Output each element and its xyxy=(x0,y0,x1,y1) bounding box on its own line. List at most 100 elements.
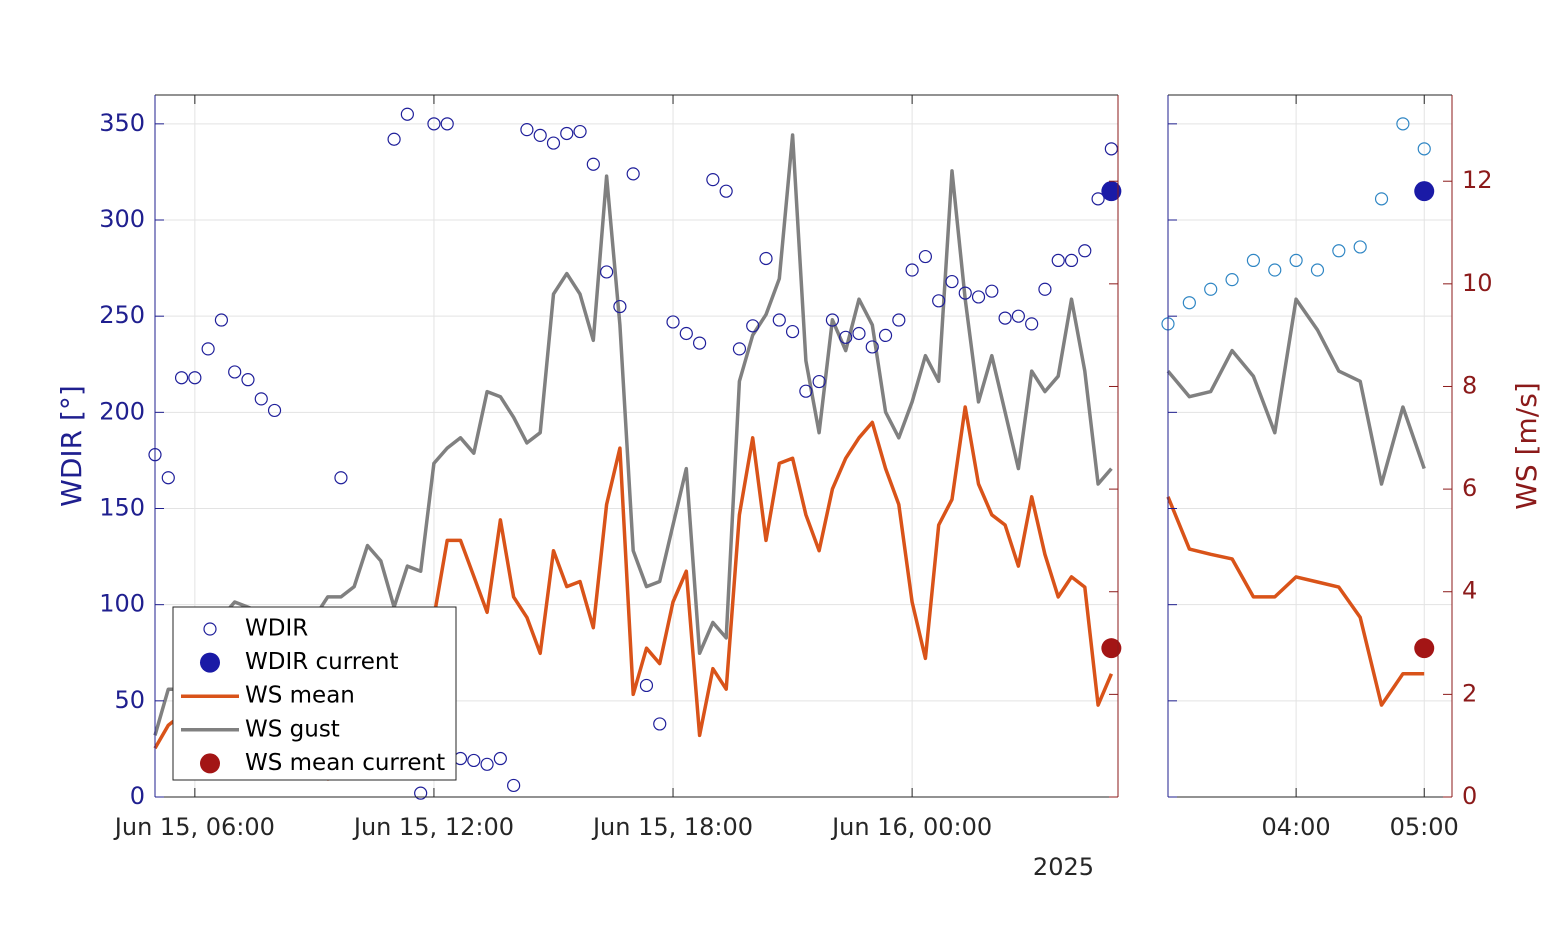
x-tick-label: Jun 15, 12:00 xyxy=(352,813,514,841)
y-tick-label: 100 xyxy=(99,590,145,618)
y-tick-label: 50 xyxy=(114,686,145,714)
scatter-point xyxy=(228,365,242,379)
scatter-point xyxy=(746,319,760,333)
scatter-point xyxy=(772,313,786,327)
scatter-point xyxy=(1374,192,1389,206)
scatter-point xyxy=(958,286,972,300)
x-tick-label: Jun 15, 18:00 xyxy=(591,813,753,841)
scatter-point xyxy=(546,136,561,150)
scatter-point xyxy=(865,340,879,354)
scatter-point xyxy=(653,717,667,731)
scatter-point xyxy=(573,124,587,139)
x-tick-label: Jun 15, 06:00 xyxy=(113,813,275,841)
scatter-point xyxy=(1417,142,1431,156)
legend-label: WDIR current xyxy=(245,649,399,675)
scatter-point xyxy=(533,128,547,142)
y-tick-label: 250 xyxy=(99,301,145,329)
scatter-point xyxy=(387,132,401,146)
scatter-point xyxy=(267,403,282,418)
scatter-point xyxy=(560,126,574,141)
scatter-point xyxy=(892,313,906,327)
scatter-point xyxy=(440,117,454,131)
scatter-point xyxy=(241,373,255,387)
scatter-point xyxy=(1225,273,1239,287)
scatter-point xyxy=(839,330,853,344)
y-tick-label: 0 xyxy=(130,782,145,810)
scatter-point xyxy=(201,342,215,356)
scatter-point xyxy=(852,326,866,341)
scatter-point xyxy=(1204,282,1218,296)
y-tick-label: 350 xyxy=(99,109,145,137)
x-tick-label: Jun 16, 00:00 xyxy=(830,813,992,841)
scatter-point xyxy=(334,471,348,485)
scatter-point xyxy=(613,299,627,314)
scatter-point xyxy=(812,374,826,389)
scatter-point xyxy=(254,392,268,406)
scatter-point xyxy=(825,313,840,327)
scatter-point xyxy=(799,384,813,398)
y2-tick-label: 6 xyxy=(1462,474,1477,502)
scatter-point xyxy=(1182,296,1196,310)
scatter-point xyxy=(507,778,521,793)
scatter-point xyxy=(626,167,640,181)
scatter-point xyxy=(214,313,229,327)
legend-label: WS mean xyxy=(245,683,355,709)
legend-label: WS gust xyxy=(245,716,340,742)
scatter-point xyxy=(493,751,507,766)
current-point xyxy=(1101,638,1122,659)
scatter-point xyxy=(427,117,441,131)
legend-label: WS mean current xyxy=(245,750,445,776)
scatter-point xyxy=(998,311,1012,325)
series-line xyxy=(1166,297,1426,486)
y2-axis-label: WS [m/s] xyxy=(1510,382,1543,510)
scatter-point xyxy=(1091,192,1105,206)
scatter-point xyxy=(918,249,933,264)
scatter-point xyxy=(467,753,481,768)
scatter-point xyxy=(1025,317,1039,331)
scatter-point xyxy=(732,342,747,356)
scatter-point xyxy=(1353,240,1367,254)
current-point xyxy=(1414,181,1435,202)
scatter-point xyxy=(1289,253,1303,268)
scatter-point xyxy=(1051,253,1065,268)
scatter-point xyxy=(1064,253,1079,268)
scatter-point xyxy=(1038,282,1052,296)
scatter-point xyxy=(1396,117,1410,131)
scatter-point xyxy=(971,290,986,304)
y2-tick-label: 10 xyxy=(1462,269,1493,297)
legend-swatch xyxy=(200,652,220,673)
scatter-point xyxy=(414,786,428,800)
scatter-point xyxy=(719,184,733,198)
y-tick-label: 150 xyxy=(99,494,145,522)
scatter-point xyxy=(905,263,919,277)
scatter-point xyxy=(639,678,654,693)
scatter-point xyxy=(945,274,959,289)
scatter-point xyxy=(586,157,600,171)
scatter-point xyxy=(706,173,720,187)
scatter-point xyxy=(600,265,614,279)
scatter-point xyxy=(679,326,693,341)
y-axis-label: WDIR [°] xyxy=(55,385,88,507)
scatter-point xyxy=(785,324,800,339)
scatter-point xyxy=(878,328,893,343)
scatter-point xyxy=(666,315,680,329)
y-tick-label: 300 xyxy=(99,205,145,233)
current-point xyxy=(1101,181,1122,202)
scatter-point xyxy=(1011,309,1025,323)
legend-swatch xyxy=(203,622,217,636)
scatter-point xyxy=(1246,253,1261,268)
series-line xyxy=(1166,496,1425,707)
scatter-point xyxy=(174,371,189,385)
y2-tick-label: 2 xyxy=(1462,679,1477,707)
scatter-point xyxy=(1332,244,1346,258)
scatter-point xyxy=(520,123,534,137)
x-tick-label: 04:00 xyxy=(1262,813,1331,841)
legend-swatch xyxy=(200,753,220,774)
y2-tick-label: 0 xyxy=(1462,782,1477,810)
legend-box xyxy=(172,606,457,781)
scatter-point xyxy=(1268,263,1282,277)
legend: WDIR WDIR current WS mean WS gust WS mean cu… xyxy=(172,606,457,781)
y-tick-label: 200 xyxy=(99,397,145,425)
